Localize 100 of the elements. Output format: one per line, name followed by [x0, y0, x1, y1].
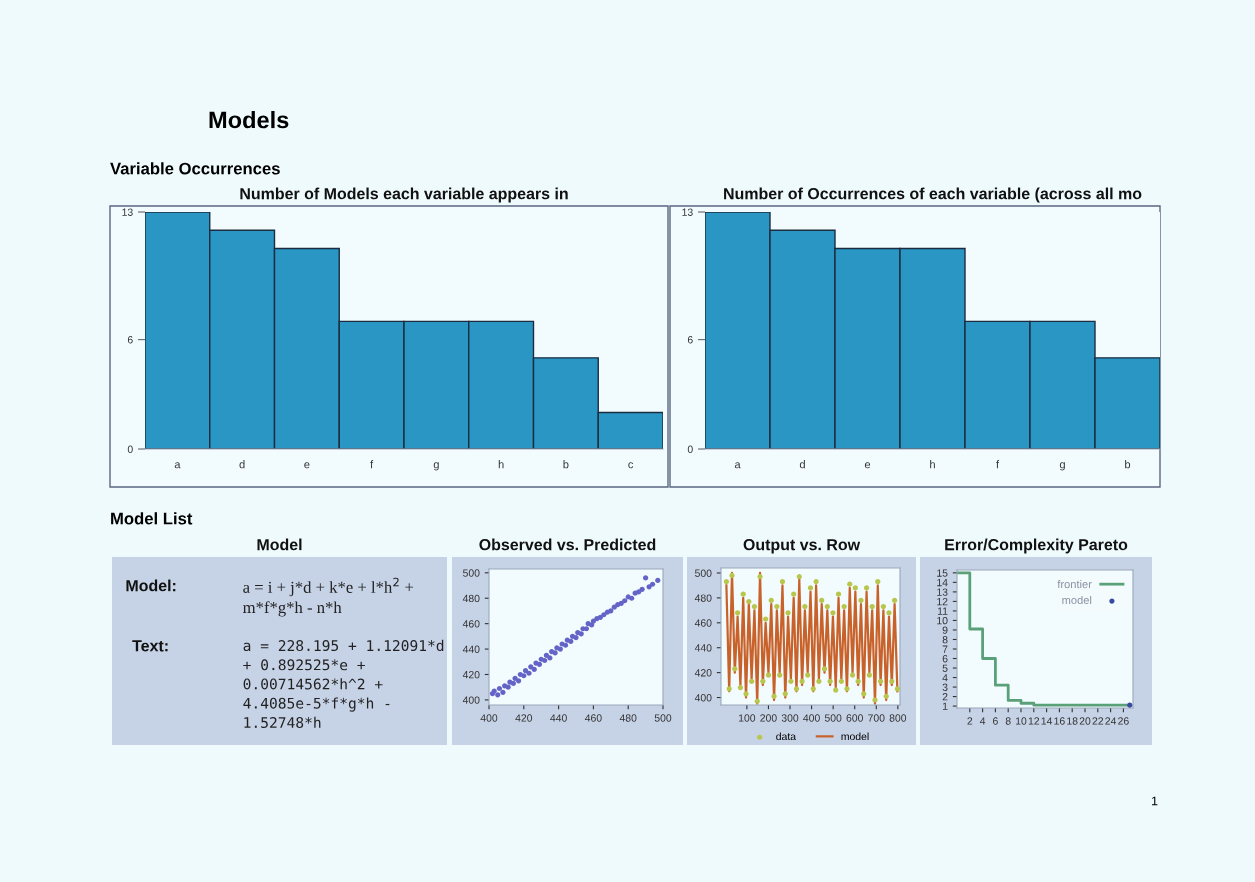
y-tick-label: 15 [937, 569, 948, 577]
point [496, 685, 503, 692]
x-tick-label: 440 [550, 714, 567, 722]
point [622, 598, 628, 604]
y-tick-label: 5 [942, 664, 948, 672]
text: 1 [1152, 796, 1158, 806]
y-tick-label: 9 [942, 626, 948, 634]
point [618, 600, 624, 606]
x-tick-label: 400 [803, 714, 820, 722]
y-tick-label: 4 [942, 674, 948, 682]
x-tick-label: e [864, 462, 871, 469]
x-tick-label: e [304, 462, 310, 469]
point [597, 614, 603, 620]
legend-label: data [776, 732, 797, 741]
x-tick-label: 100 [738, 714, 756, 722]
y-tick-label: 11 [937, 607, 948, 615]
x-tick-label: a [734, 462, 741, 469]
x-tick-label: 16 [1054, 717, 1065, 725]
point [655, 577, 661, 584]
x-tick-label: h [498, 460, 504, 469]
y-tick-label: 13 [937, 588, 948, 596]
chart-title: Output vs. Row [743, 538, 861, 554]
legend-label: model [1062, 595, 1092, 605]
x-tick-label: 14 [1041, 717, 1053, 725]
y-tick-label: 12 [937, 597, 948, 606]
y-tick-label: 10 [937, 616, 948, 625]
y-tick-label: 6 [127, 336, 133, 344]
x-tick-label: h [930, 460, 935, 469]
x-tick-label: 500 [654, 714, 672, 722]
point [590, 618, 596, 624]
x-tick-label: 700 [868, 714, 885, 722]
point [608, 608, 614, 614]
y-tick-label: 400 [462, 696, 480, 704]
x-tick-label: 480 [619, 714, 637, 722]
point [549, 649, 555, 655]
y-tick-label: 3 [942, 683, 948, 691]
y-tick-label: 440 [462, 645, 480, 653]
x-tick-label: 460 [584, 714, 602, 722]
point [562, 642, 569, 648]
x-tick-label: f [370, 460, 374, 469]
y-tick-label: 460 [694, 619, 712, 627]
x-tick-label: g [1059, 462, 1065, 471]
text: a = 228.195 + 1.12091*d + 0.892525*e + 0.00714562*h^2 + 4.4085e-5*f*g*h - 1.52748*h [243, 639, 444, 729]
x-tick-label: f [996, 460, 1000, 469]
y-tick-label: 480 [694, 594, 712, 602]
x-tick-label: 2 [967, 717, 973, 725]
y-tick-label: 500 [463, 569, 480, 577]
point [643, 575, 649, 581]
y-tick-label: 14 [937, 578, 948, 587]
point [578, 631, 584, 637]
chart-title: Error/Complexity Pareto [945, 538, 1128, 554]
text: Variable Occurrences [110, 162, 280, 175]
point [573, 635, 579, 641]
y-tick-label: 6 [942, 655, 948, 663]
y-tick-label: 6 [687, 336, 693, 344]
y-tick-label: 13 [682, 208, 693, 216]
x-tick-label: 300 [781, 714, 799, 722]
x-tick-label: 6 [993, 717, 998, 725]
point [552, 650, 558, 656]
y-tick-label: 13 [122, 208, 133, 216]
point [543, 652, 550, 659]
x-tick-label: 24 [1105, 717, 1117, 725]
chart-title: Number of Occurrences of each variable (across all mo [724, 187, 1142, 203]
y-tick-label: 400 [694, 694, 712, 702]
x-tick-label: a [174, 462, 181, 469]
y-tick-label: 420 [694, 669, 712, 677]
point [526, 670, 532, 676]
text: Models [209, 111, 289, 129]
x-tick-label: 800 [889, 714, 907, 722]
x-tick-label: c [628, 462, 634, 469]
y-tick-label: 500 [695, 569, 712, 577]
x-tick-label: 10 [1016, 717, 1027, 725]
x-tick-label: b [563, 460, 569, 469]
x-tick-label: 200 [760, 714, 777, 722]
x-tick-label: g [433, 462, 439, 471]
x-tick-label: 26 [1118, 717, 1129, 725]
point [536, 661, 543, 667]
x-tick-label: 400 [480, 714, 498, 722]
x-tick-label: 4 [979, 717, 986, 725]
y-tick-label: 8 [942, 635, 948, 644]
point [629, 595, 635, 601]
x-tick-label: b [1125, 460, 1131, 469]
point [500, 689, 506, 695]
x-tick-label: 420 [515, 714, 533, 722]
point [568, 638, 574, 645]
y-tick-label: 420 [462, 671, 480, 679]
y-tick-label: 440 [694, 644, 712, 652]
point [515, 678, 522, 684]
x-tick-label: 20 [1079, 717, 1091, 725]
x-tick-label: 500 [824, 714, 842, 722]
text: Text: [132, 640, 168, 652]
chart-title: Number of Models each variable appears in [240, 187, 568, 203]
y-tick-label: 480 [462, 594, 480, 603]
point [547, 655, 553, 661]
x-tick-label: 18 [1067, 717, 1078, 725]
y-tick-label: 0 [687, 445, 693, 453]
point [649, 581, 656, 587]
point [521, 673, 527, 679]
x-tick-label: d [239, 460, 245, 469]
point [583, 626, 590, 632]
